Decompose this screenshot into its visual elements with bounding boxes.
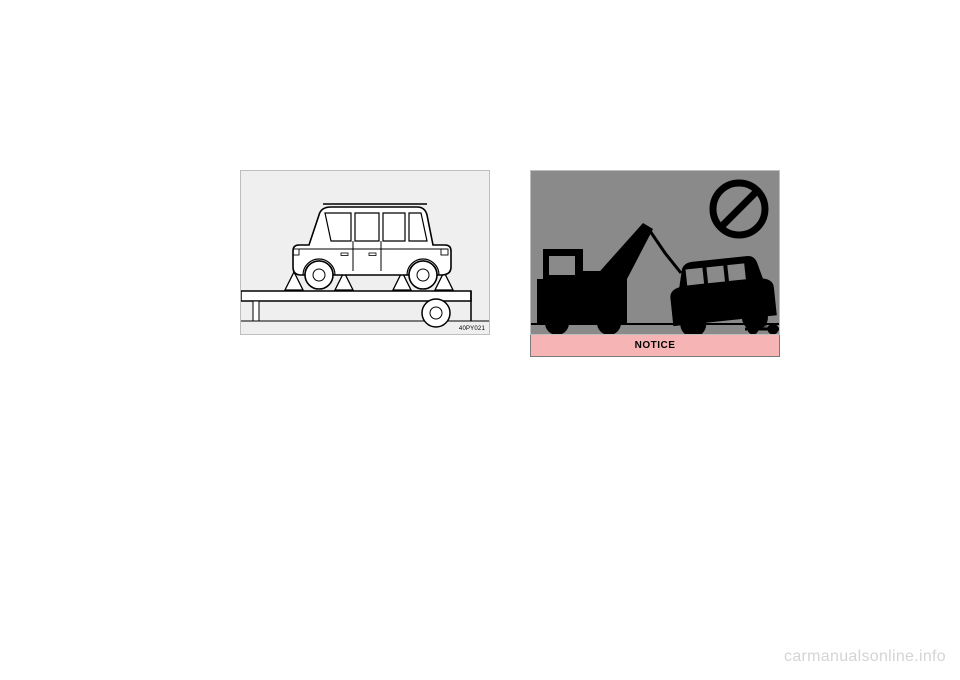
- left-column: 40PY021: [240, 170, 490, 357]
- content-area: 40PY021: [0, 170, 960, 357]
- notice-banner: NOTICE: [530, 335, 780, 357]
- figure-code-left: 40PY021: [459, 326, 485, 332]
- wheel-lift-prohibited-illustration: 40PY022: [530, 170, 780, 335]
- prohibition-icon: [713, 183, 765, 235]
- suv-outline: [293, 204, 451, 289]
- right-column: 40PY022 NOTICE: [530, 170, 780, 357]
- flatbed-towing-illustration: 40PY021: [240, 170, 490, 335]
- notice-label: NOTICE: [635, 340, 676, 351]
- tow-truck-silhouette: [537, 223, 681, 335]
- flatbed-svg: [241, 171, 490, 335]
- watermark-text: carmanualsonline.info: [784, 648, 946, 666]
- towtruck-svg: [531, 171, 780, 335]
- figure-code-right: 40PY022: [749, 326, 775, 332]
